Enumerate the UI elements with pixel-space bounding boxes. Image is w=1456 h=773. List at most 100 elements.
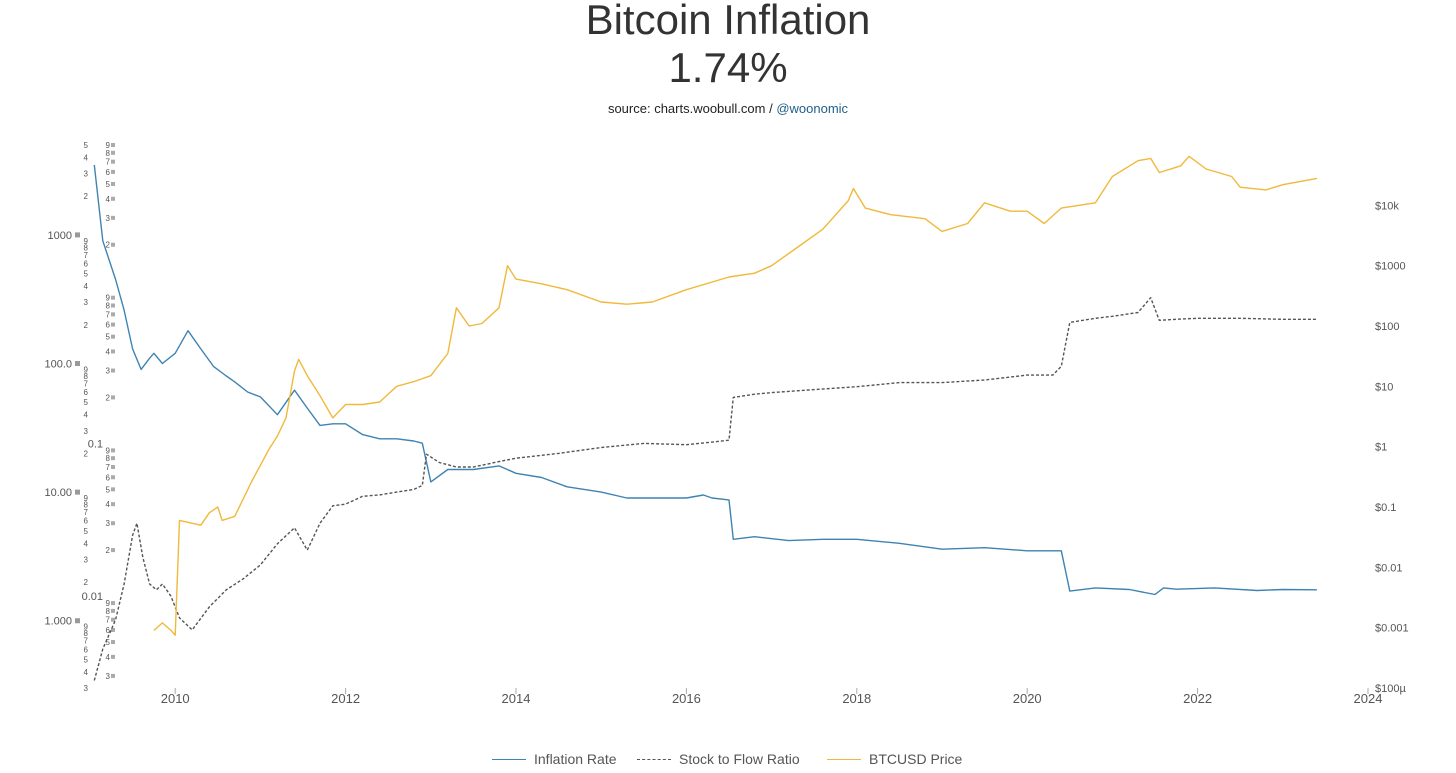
y-s2f-minor-7: 7	[106, 158, 111, 167]
legend-item-btcusd-price[interactable]: BTCUSD Price	[827, 748, 962, 770]
chart-title: Bitcoin Inflation	[585, 0, 871, 43]
x-tick-label-2018: 2018	[842, 691, 871, 706]
y-inflation-minor-5: 5	[84, 270, 89, 279]
y-s2f-minor-6: 6	[106, 321, 111, 330]
y-s2f-minor-5: 5	[106, 333, 111, 342]
legend-item-stock-to-flow[interactable]: Stock to Flow Ratio	[637, 748, 800, 770]
y-inflation-minor-4: 4	[84, 153, 89, 162]
legend-swatch-price	[827, 758, 861, 760]
y-s2f-minor-marker	[111, 502, 115, 507]
y-inflation-minor-4: 4	[84, 411, 89, 420]
y-price-tick-1: $1000	[1375, 261, 1406, 273]
y-s2f-minor-marker	[111, 627, 115, 632]
y-inflation-minor-sub: 7	[84, 637, 89, 646]
y-s2f-minor-4: 4	[106, 653, 111, 662]
y-inflation-minor-3: 3	[84, 555, 89, 564]
y-inflation-minor-4: 4	[84, 282, 89, 291]
y-s2f-minor-7: 7	[106, 616, 111, 625]
y-s2f-minor-marker	[111, 448, 115, 453]
y-s2f-minor-9: 9	[106, 446, 111, 455]
y-s2f-minor-2: 2	[106, 546, 111, 555]
legend-swatch-s2f	[637, 758, 671, 760]
y-inflation-minor-9: 9	[84, 494, 89, 503]
x-tick-label-2012: 2012	[331, 691, 360, 706]
y-s2f-minor-marker	[111, 169, 115, 174]
y-s2f-minor-marker	[111, 334, 115, 339]
y-s2f-minor-marker	[111, 465, 115, 470]
y-inflation-minor-3: 3	[84, 427, 89, 436]
y-inflation-minor-8: 8	[84, 243, 89, 252]
y-inflation-tick-marker	[75, 232, 80, 238]
y-price-tick-6: $0.01	[1375, 562, 1403, 574]
y-s2f-minor-9: 9	[106, 599, 111, 608]
y-s2f-minor-marker	[111, 368, 115, 373]
y-inflation-minor-sub: 8	[84, 629, 89, 638]
series-line-stock-to-flow-ratio	[93, 297, 1317, 681]
y-inflation-minor-6: 6	[84, 388, 89, 397]
x-tick-label-2016: 2016	[672, 691, 701, 706]
y-price-tick-4: $1	[1375, 442, 1387, 454]
y-s2f-minor-4: 4	[106, 347, 111, 356]
y-s2f-minor-8: 8	[106, 301, 111, 310]
legend-item-inflation-rate[interactable]: Inflation Rate	[492, 748, 617, 770]
y-inflation-minor-sub: 3	[84, 684, 89, 693]
y-s2f-minor-marker	[111, 150, 115, 155]
y-inflation-minor-2: 2	[84, 449, 89, 458]
y-s2f-minor-marker	[111, 322, 115, 327]
legend-label-inflation: Inflation Rate	[534, 751, 617, 767]
y-s2f-minor-5: 5	[106, 180, 111, 189]
y-s2f-minor-3: 3	[106, 214, 111, 223]
y-s2f-minor-7: 7	[106, 310, 111, 319]
x-tick-label-2014: 2014	[502, 691, 531, 706]
y-price-tick-8: $100µ	[1375, 683, 1406, 695]
y-s2f-minor-6: 6	[106, 168, 111, 177]
source-handle-link[interactable]: @woonomic	[776, 101, 849, 116]
y-s2f-minor-4: 4	[106, 195, 111, 204]
y-s2f-minor-8: 8	[106, 454, 111, 463]
y-s2f-minor-marker	[111, 242, 115, 247]
series-line-btcusd-price	[153, 155, 1318, 636]
y-price-tick-7: $0.001	[1375, 623, 1409, 635]
chart-subtitle: 1.74%	[668, 44, 788, 91]
legend-swatch-inflation	[492, 758, 526, 760]
x-tick-label-2022: 2022	[1183, 691, 1212, 706]
y-inflation-minor-3: 3	[84, 298, 89, 307]
y-price-tick-3: $10	[1375, 381, 1393, 393]
legend-label-price: BTCUSD Price	[869, 751, 963, 767]
y-s2f-minor-marker	[111, 303, 115, 308]
y-s2f-minor-marker	[111, 159, 115, 164]
y-s2f-minor-marker	[111, 295, 115, 300]
y-inflation-minor-4: 4	[84, 539, 89, 548]
y-s2f-minor-marker	[111, 395, 115, 400]
y-inflation-minor-7: 7	[84, 379, 89, 388]
x-tick-label-2010: 2010	[161, 691, 190, 706]
y-inflation-minor-5: 5	[84, 527, 89, 536]
y-s2f-minor-marker	[111, 548, 115, 553]
y-s2f-minor-6: 6	[106, 473, 111, 482]
y-s2f-minor-5: 5	[106, 638, 111, 647]
y-inflation-minor-6: 6	[84, 259, 89, 268]
y-s2f-minor-marker	[111, 475, 115, 480]
y-s2f-minor-6: 6	[106, 626, 111, 635]
y-price-tick-2: $100	[1375, 321, 1399, 333]
y-inflation-minor-sub: 5	[84, 655, 89, 664]
legend-label-s2f: Stock to Flow Ratio	[679, 751, 800, 767]
y-s2f-minor-marker	[111, 181, 115, 186]
y-inflation-minor-5: 5	[84, 141, 89, 150]
y-price-tick-5: $0.1	[1375, 502, 1396, 514]
source-text: source: charts.woobull.com /	[607, 101, 777, 116]
y-inflation-minor-9: 9	[84, 237, 89, 246]
y-inflation-minor-3: 3	[84, 170, 89, 179]
y-inflation-tick-marker	[75, 489, 80, 495]
y-s2f-minor-marker	[111, 143, 115, 147]
y-s2f-minor-marker	[111, 349, 115, 354]
y-s2f-minor-marker	[111, 608, 115, 613]
y-s2f-minor-marker	[111, 654, 115, 659]
y-s2f-minor-3: 3	[106, 367, 111, 376]
y-inflation-tick-100.0: 100.0	[44, 359, 72, 371]
y-s2f-minor-9: 9	[106, 141, 111, 150]
y-inflation-minor-sub: 6	[84, 645, 89, 654]
y-s2f-minor-marker	[111, 312, 115, 317]
y-s2f-minor-5: 5	[106, 485, 111, 494]
